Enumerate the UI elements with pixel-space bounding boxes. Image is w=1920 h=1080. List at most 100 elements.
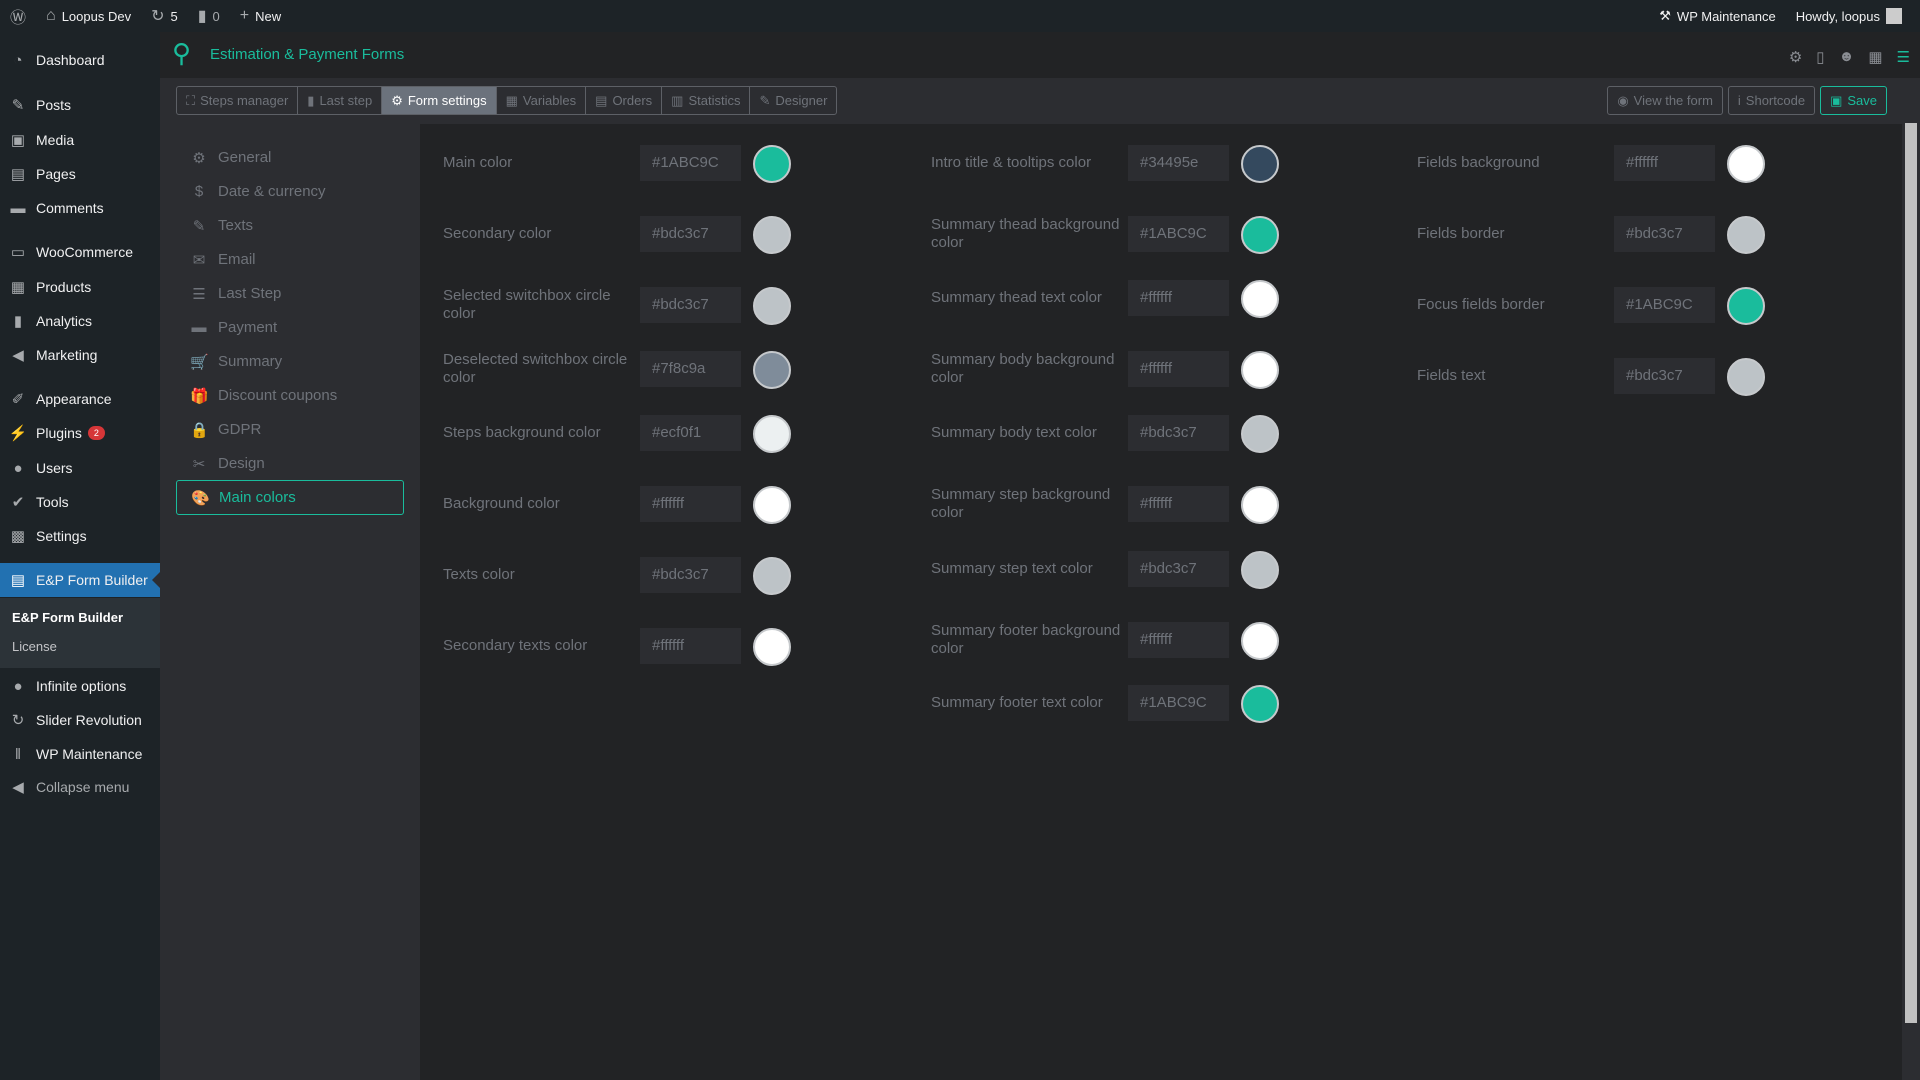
color-hex-input[interactable]: #ffffff: [1614, 145, 1715, 181]
color-hex-input[interactable]: #bdc3c7: [640, 287, 741, 323]
maintenance-link[interactable]: ⚒ WP Maintenance: [1649, 0, 1785, 32]
color-hex-input[interactable]: #7f8c9a: [640, 351, 741, 387]
color-hex-input[interactable]: #bdc3c7: [1128, 551, 1229, 587]
tab-designer[interactable]: ✎ Designer: [750, 87, 836, 114]
tab-statistics[interactable]: ▥ Statistics: [662, 87, 751, 114]
color-hex-input[interactable]: #bdc3c7: [640, 216, 741, 252]
tab-last-step[interactable]: ▮ Last step: [298, 87, 383, 114]
list-icon[interactable]: ☰: [1896, 49, 1910, 66]
color-swatch[interactable]: [1241, 280, 1279, 318]
settings-nav-payment[interactable]: ▬ Payment: [176, 310, 404, 345]
color-swatch[interactable]: [1727, 358, 1765, 396]
color-hex-input[interactable]: #bdc3c7: [640, 557, 741, 593]
settings-nav-main-colors[interactable]: 🎨 Main colors: [176, 480, 404, 515]
sidebar-item-pages[interactable]: ▤ Pages: [0, 157, 160, 191]
settings-nav-design[interactable]: ✂ Design: [176, 446, 404, 481]
color-swatch[interactable]: [753, 557, 791, 595]
color-swatch[interactable]: [1241, 551, 1279, 589]
color-hex-input[interactable]: #ecf0f1: [640, 415, 741, 451]
comments-link[interactable]: ▮ 0: [188, 0, 230, 32]
sidebar-item-posts[interactable]: ✎ Posts: [0, 88, 160, 122]
sidebar-item-comments[interactable]: ▬ Comments: [0, 191, 160, 225]
settings-nav-email[interactable]: ✉ Email: [176, 242, 404, 277]
home-icon: ⌂: [46, 7, 56, 24]
color-swatch[interactable]: [1241, 216, 1279, 254]
color-hex-input[interactable]: #34495e: [1128, 145, 1229, 181]
tab-form-settings[interactable]: ⚙ Form settings: [382, 87, 497, 114]
tab-variables[interactable]: ▦ Variables: [497, 87, 587, 114]
tab-steps-manager[interactable]: ⛶ Steps manager: [177, 87, 299, 114]
settings-nav-last-step[interactable]: ☰ Last Step: [176, 276, 404, 311]
sidebar-item-dashboard[interactable]: ◔ Dashboard: [0, 43, 160, 77]
color-hex-input[interactable]: #bdc3c7: [1128, 415, 1229, 451]
sidebar-item-woocommerce[interactable]: ▭ WooCommerce: [0, 235, 160, 269]
submenu-item-form-builder[interactable]: E&P Form Builder: [12, 610, 124, 625]
color-swatch[interactable]: [1241, 685, 1279, 723]
color-hex-input[interactable]: #ffffff: [1128, 280, 1229, 316]
color-swatch[interactable]: [753, 216, 791, 254]
color-hex-input[interactable]: #ffffff: [1128, 351, 1229, 387]
sidebar-item-plugins[interactable]: ⚡ Plugins 2: [0, 416, 160, 450]
account-menu[interactable]: Howdy, loopus: [1786, 0, 1912, 32]
color-hex-input[interactable]: #1ABC9C: [1128, 216, 1229, 252]
settings-nav-general[interactable]: ⚙ General: [176, 140, 404, 175]
settings-nav-date-currency[interactable]: $ Date & currency: [176, 174, 404, 209]
color-hex-input[interactable]: #1ABC9C: [1614, 287, 1715, 323]
color-swatch[interactable]: [753, 628, 791, 666]
color-hex-input[interactable]: #1ABC9C: [640, 145, 741, 181]
settings-nav-discount-coupons[interactable]: 🎁 Discount coupons: [176, 378, 404, 413]
color-hex-input[interactable]: #bdc3c7: [1614, 216, 1715, 252]
sidebar-item-tools[interactable]: ✔ Tools: [0, 485, 160, 519]
sidebar-item-appearance[interactable]: ✐ Appearance: [0, 382, 160, 416]
sidebar-item-users[interactable]: ● Users: [0, 451, 160, 485]
new-link[interactable]: + New: [230, 0, 291, 32]
color-swatch[interactable]: [753, 145, 791, 183]
color-swatch[interactable]: [1727, 145, 1765, 183]
users-icon[interactable]: ☻: [1838, 48, 1855, 65]
color-hex-input[interactable]: #1ABC9C: [1128, 685, 1229, 721]
color-swatch[interactable]: [753, 415, 791, 453]
color-swatch[interactable]: [753, 287, 791, 325]
view-form-button[interactable]: ◉ View the form: [1607, 86, 1723, 115]
settings-nav-summary[interactable]: 🛒 Summary: [176, 344, 404, 379]
sidebar-item-wp-maintenance[interactable]: ‖ WP Maintenance: [0, 737, 160, 771]
color-hex-input[interactable]: #ffffff: [640, 628, 741, 664]
sidebar-item-infinite-options[interactable]: ● Infinite options: [0, 669, 160, 703]
submenu-item-license[interactable]: License: [12, 639, 57, 654]
plus-icon: +: [239, 7, 250, 24]
sidebar-item-products[interactable]: ▦ Products: [0, 270, 160, 304]
sidebar-item-collapse-menu[interactable]: ◀ Collapse menu: [0, 770, 160, 804]
color-hex-input[interactable]: #ffffff: [1128, 622, 1229, 658]
wordpress-logo[interactable]: Ⓦ: [0, 0, 36, 32]
sidebar-item-slider-revolution[interactable]: ↻ Slider Revolution: [0, 703, 160, 737]
color-swatch[interactable]: [1241, 415, 1279, 453]
settings-icon[interactable]: ⚙: [1788, 49, 1803, 66]
tab-orders[interactable]: ▤ Orders: [586, 87, 663, 114]
sidebar-item-analytics[interactable]: ▮ Analytics: [0, 304, 160, 338]
document-icon[interactable]: ▯: [1816, 49, 1825, 66]
color-swatch[interactable]: [1241, 486, 1279, 524]
sidebar-item-settings[interactable]: ▩ Settings: [0, 519, 160, 553]
sidebar-item-media[interactable]: ▣ Media: [0, 123, 160, 157]
color-swatch[interactable]: [1241, 622, 1279, 660]
color-swatch[interactable]: [1241, 351, 1279, 389]
shortcode-button[interactable]: i Shortcode: [1727, 86, 1816, 115]
color-swatch[interactable]: [1241, 145, 1279, 183]
site-link[interactable]: ⌂ Loopus Dev: [36, 0, 141, 32]
settings-nav-gdpr[interactable]: 🔒 GDPR: [176, 412, 404, 447]
sidebar-item-marketing[interactable]: ◀ Marketing: [0, 338, 160, 372]
color-swatch[interactable]: [1727, 216, 1765, 254]
settings-nav-texts[interactable]: ✎ Texts: [176, 208, 404, 243]
color-hex-input[interactable]: #ffffff: [640, 486, 741, 522]
calendar-icon[interactable]: ▦: [1868, 49, 1883, 66]
sidebar-item-e-p-form-builder[interactable]: ▤ E&P Form Builder: [0, 563, 160, 597]
scrollbar[interactable]: [1902, 78, 1920, 1080]
updates-link[interactable]: ↻ 5: [141, 0, 188, 32]
color-swatch[interactable]: [753, 486, 791, 524]
save-button[interactable]: ▣ Save: [1820, 86, 1887, 115]
color-swatch[interactable]: [1727, 287, 1765, 325]
scrollbar-thumb[interactable]: [1905, 123, 1917, 1023]
color-swatch[interactable]: [753, 351, 791, 389]
color-hex-input[interactable]: #bdc3c7: [1614, 358, 1715, 394]
color-hex-input[interactable]: #ffffff: [1128, 486, 1229, 522]
